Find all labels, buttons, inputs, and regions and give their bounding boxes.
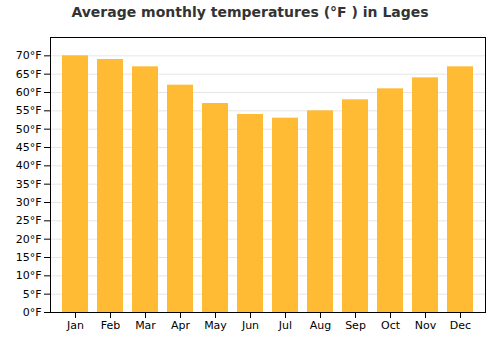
svg-text:Feb: Feb [101,319,120,332]
svg-text:Apr: Apr [171,319,191,332]
svg-text:30°F: 30°F [16,196,42,209]
svg-text:Aug: Aug [310,319,331,332]
svg-text:55°F: 55°F [16,104,42,117]
svg-text:10°F: 10°F [16,269,42,282]
svg-text:65°F: 65°F [16,68,42,81]
svg-text:70°F: 70°F [16,49,42,62]
html-text:Average monthly temperatures (: Average monthly temperatures (°F ) in La… [71,4,429,20]
svg-text:May: May [204,319,227,332]
svg-text:Sep: Sep [345,319,366,332]
svg-text:Jun: Jun [241,319,259,332]
svg-text:Nov: Nov [415,319,437,332]
svg-text:0°F: 0°F [23,306,42,319]
svg-text:60°F: 60°F [16,86,42,99]
svg-text:Jul: Jul [278,319,292,332]
svg-text:Dec: Dec [450,319,471,332]
svg-text:Oct: Oct [381,319,401,332]
svg-text:15°F: 15°F [16,251,42,264]
svg-text:50°F: 50°F [16,123,42,136]
svg-text:5°F: 5°F [23,288,42,301]
svg-text:40°F: 40°F [16,159,42,172]
svg-text:45°F: 45°F [16,141,42,154]
svg-text:35°F: 35°F [16,178,42,191]
svg-text:20°F: 20°F [16,233,42,246]
svg-text:25°F: 25°F [16,214,42,227]
svg-text:Jan: Jan [66,319,84,332]
svg-text:Mar: Mar [135,319,156,332]
